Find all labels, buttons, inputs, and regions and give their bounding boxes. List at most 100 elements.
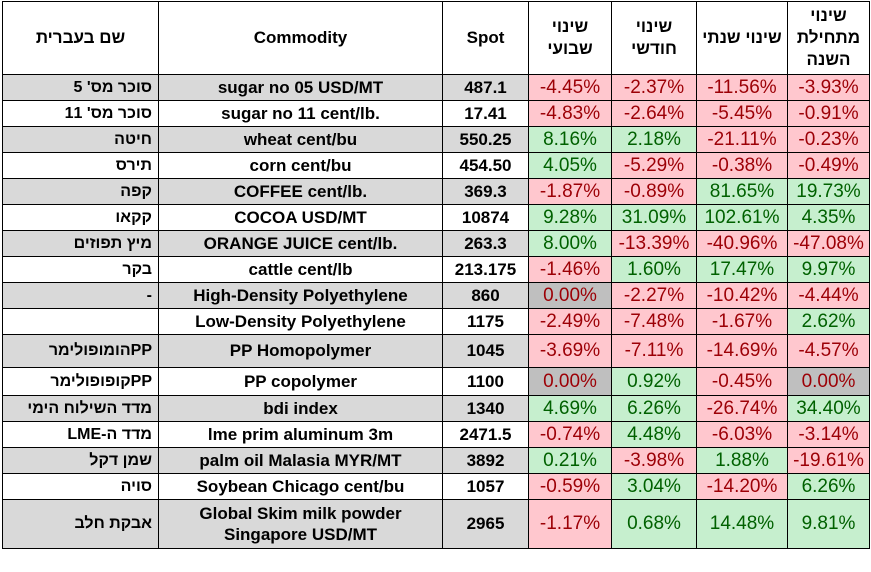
yearly-change-cell: -0.45% [696, 367, 788, 396]
table-row: בקר cattle cent/lb 213.175 -1.46% 1.60% … [2, 256, 870, 283]
yearly-change-cell: -5.45% [696, 100, 788, 127]
monthly-change-cell: -7.11% [611, 334, 697, 368]
table-row: קפה COFFEE cent/lb. 369.3 -1.87% -0.89% … [2, 178, 870, 205]
commodity-cell: palm oil Malasia MYR/MT [158, 447, 443, 474]
ytd-change-cell: 4.35% [787, 204, 870, 231]
monthly-change-cell: 3.04% [611, 473, 697, 500]
ytd-change-cell: 9.81% [787, 499, 870, 549]
header-commodity: Commodity [158, 1, 443, 75]
weekly-change-cell: 8.00% [528, 230, 612, 257]
spot-cell: 2471.5 [442, 421, 529, 448]
yearly-change-cell: 14.48% [696, 499, 788, 549]
commodity-cell: COCOA USD/MT [158, 204, 443, 231]
spot-cell: 1175 [442, 308, 529, 335]
ytd-change-cell: -19.61% [787, 447, 870, 474]
weekly-change-cell: 0.00% [528, 282, 612, 309]
monthly-change-cell: -3.98% [611, 447, 697, 474]
table-row: - High-Density Polyethylene 860 0.00% -2… [2, 282, 870, 309]
commodities-table: שם בעברית Commodity Spot שינוי שבועי שינ… [2, 1, 870, 549]
weekly-change-cell: -3.69% [528, 334, 612, 368]
hebrew-name-cell: סוכר מס' 5 [2, 74, 159, 101]
monthly-change-cell: 2.18% [611, 126, 697, 153]
yearly-change-cell: 102.61% [696, 204, 788, 231]
monthly-change-cell: 0.92% [611, 367, 697, 396]
weekly-change-cell: -1.46% [528, 256, 612, 283]
header-weekly-change: שינוי שבועי [528, 1, 612, 75]
weekly-change-cell: 0.00% [528, 367, 612, 396]
table-row: אבקת חלב Global Skim milk powder Singapo… [2, 499, 870, 549]
hebrew-name-cell: מדד השילוח הימי [2, 395, 159, 422]
hebrew-name-cell: מדד ה-LME [2, 421, 159, 448]
commodity-cell: High-Density Polyethylene [158, 282, 443, 309]
ytd-change-cell: -3.93% [787, 74, 870, 101]
table-row: PPקופופולימר PP copolymer 1100 0.00% 0.9… [2, 367, 870, 396]
yearly-change-cell: -21.11% [696, 126, 788, 153]
table-row: Low-Density Polyethylene 1175 -2.49% -7.… [2, 308, 870, 335]
hebrew-name-cell: PPהומופולימר [2, 334, 159, 368]
commodity-line-2: Singapore USD/MT [223, 525, 377, 544]
yearly-change-cell: -1.67% [696, 308, 788, 335]
ytd-change-cell: 19.73% [787, 178, 870, 205]
monthly-change-cell: -2.37% [611, 74, 697, 101]
spot-cell: 487.1 [442, 74, 529, 101]
ytd-change-cell: -47.08% [787, 230, 870, 257]
yearly-change-cell: 1.88% [696, 447, 788, 474]
table-row: שמן דקל palm oil Malasia MYR/MT 3892 0.2… [2, 447, 870, 474]
monthly-change-cell: 4.48% [611, 421, 697, 448]
hebrew-name-cell [2, 308, 159, 335]
monthly-change-cell: 31.09% [611, 204, 697, 231]
spot-cell: 550.25 [442, 126, 529, 153]
commodity-cell: bdi index [158, 395, 443, 422]
commodity-cell: Global Skim milk powder Singapore USD/MT [158, 499, 443, 549]
table-row: קקאו COCOA USD/MT 10874 9.28% 31.09% 102… [2, 204, 870, 231]
hebrew-name-cell: תירס [2, 152, 159, 179]
weekly-change-cell: -0.59% [528, 473, 612, 500]
commodity-cell: COFFEE cent/lb. [158, 178, 443, 205]
ytd-change-cell: 9.97% [787, 256, 870, 283]
weekly-change-cell: -2.49% [528, 308, 612, 335]
commodity-cell: Low-Density Polyethylene [158, 308, 443, 335]
hebrew-name-cell: חיטה [2, 126, 159, 153]
ytd-change-cell: 6.26% [787, 473, 870, 500]
yearly-change-cell: 81.65% [696, 178, 788, 205]
monthly-change-cell: -5.29% [611, 152, 697, 179]
commodity-cell: Soybean Chicago cent/bu [158, 473, 443, 500]
commodity-cell: corn cent/bu [158, 152, 443, 179]
spot-cell: 1340 [442, 395, 529, 422]
hebrew-name-cell: PPקופופולימר [2, 367, 159, 396]
monthly-change-cell: -0.89% [611, 178, 697, 205]
header-spot: Spot [442, 1, 529, 75]
spot-cell: 454.50 [442, 152, 529, 179]
commodity-cell: PP copolymer [158, 367, 443, 396]
monthly-change-cell: -7.48% [611, 308, 697, 335]
hebrew-name-cell: אבקת חלב [2, 499, 159, 549]
ytd-change-cell: 2.62% [787, 308, 870, 335]
header-hebrew-name: שם בעברית [2, 1, 159, 75]
ytd-change-cell: -4.57% [787, 334, 870, 368]
table-row: סויה Soybean Chicago cent/bu 1057 -0.59%… [2, 473, 870, 500]
table-row: מדד ה-LME lme prim aluminum 3m 2471.5 -0… [2, 421, 870, 448]
yearly-change-cell: -14.69% [696, 334, 788, 368]
table-row: סוכר מס' 5 sugar no 05 USD/MT 487.1 -4.4… [2, 74, 870, 101]
hebrew-name-cell: שמן דקל [2, 447, 159, 474]
commodity-cell: wheat cent/bu [158, 126, 443, 153]
weekly-change-cell: -1.17% [528, 499, 612, 549]
weekly-change-cell: 8.16% [528, 126, 612, 153]
commodity-line-1: Global Skim milk powder [199, 504, 402, 523]
header-ytd-change: שינוי מתחילת השנה [787, 1, 870, 75]
commodity-cell: sugar no 05 USD/MT [158, 74, 443, 101]
commodity-cell: sugar no 11 cent/lb. [158, 100, 443, 127]
spot-cell: 1057 [442, 473, 529, 500]
spot-cell: 369.3 [442, 178, 529, 205]
spot-cell: 1100 [442, 367, 529, 396]
spot-cell: 213.175 [442, 256, 529, 283]
weekly-change-cell: 4.05% [528, 152, 612, 179]
weekly-change-cell: 9.28% [528, 204, 612, 231]
commodity-cell: cattle cent/lb [158, 256, 443, 283]
ytd-change-cell: -0.23% [787, 126, 870, 153]
table-row: סוכר מס' 11 sugar no 11 cent/lb. 17.41 -… [2, 100, 870, 127]
header-monthly-change: שינוי חודשי [611, 1, 697, 75]
weekly-change-cell: 0.21% [528, 447, 612, 474]
ytd-change-cell: -3.14% [787, 421, 870, 448]
yearly-change-cell: -26.74% [696, 395, 788, 422]
